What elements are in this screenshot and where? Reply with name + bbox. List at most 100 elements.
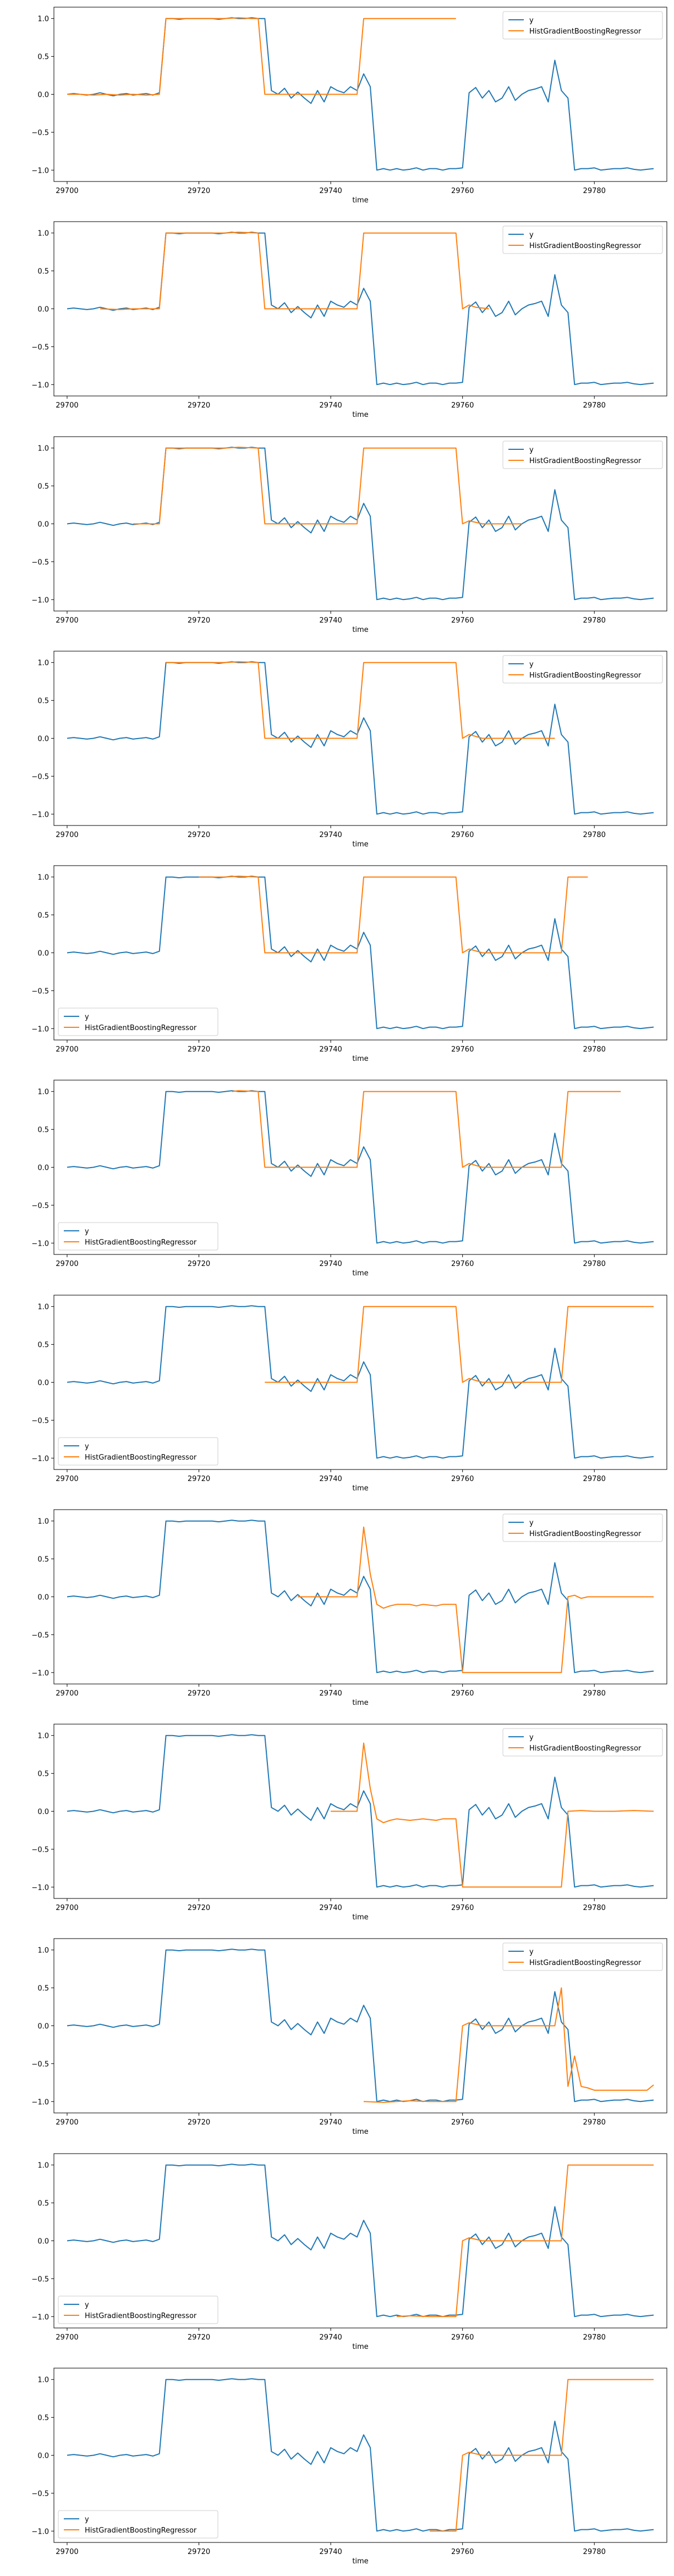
legend-box [502, 655, 663, 684]
legend-label-hist-gradient-boosting-regressor: HistGradientBoostingRegressor [529, 27, 642, 36]
legend-box [502, 225, 663, 254]
x-tick-label: 29720 [188, 617, 210, 625]
y-tick-label: −1.0 [31, 1884, 49, 1892]
y-tick-label: 0.5 [37, 1555, 49, 1564]
legend-box [58, 1008, 218, 1036]
x-axis-label: time [352, 1484, 368, 1493]
y-tick-label: 0.5 [37, 1985, 49, 1993]
legend-box [502, 441, 663, 469]
series-line-y [67, 1304, 654, 1458]
series-line-hist-gradient-boosting-regressor [232, 1090, 621, 1168]
legend: y HistGradientBoostingRegressor [502, 225, 663, 254]
legend: y HistGradientBoostingRegressor [502, 655, 663, 684]
legend-label-hist-gradient-boosting-regressor: HistGradientBoostingRegressor [529, 671, 642, 680]
legend: y HistGradientBoostingRegressor [58, 1437, 218, 1465]
x-axis-label: time [352, 2343, 368, 2351]
x-tick-label: 29720 [188, 2548, 210, 2556]
chart-panel-8: 29700 29720 29740 29760 29780 −1.0 −0.5 0.0 0.5 1… [31, 1509, 667, 1707]
x-tick-label: 29760 [451, 2548, 474, 2556]
chart-panel-10: 29700 29720 29740 29760 29780 −1.0 −0.5 0.0 0.5 1… [31, 1938, 667, 2136]
x-axis-label: time [352, 626, 368, 634]
y-tick-label: 1.0 [37, 2161, 49, 2170]
y-tick-label: −0.5 [31, 2061, 49, 2069]
legend-label-hist-gradient-boosting-regressor: HistGradientBoostingRegressor [85, 2312, 197, 2320]
legend-box [502, 1728, 663, 1757]
x-tick-label: 29700 [56, 1045, 78, 1054]
series-line-hist-gradient-boosting-regressor [298, 1526, 654, 1674]
series-line-y [67, 1948, 654, 2102]
x-tick-label: 29740 [319, 1260, 342, 1268]
x-tick-label: 29780 [583, 2118, 606, 2127]
y-tick-label: −1.0 [31, 382, 49, 390]
legend-box [58, 2510, 218, 2539]
legend-label-y: y [85, 2301, 89, 2309]
y-tick-label: −1.0 [31, 2528, 49, 2536]
x-tick-label: 29740 [319, 617, 342, 625]
x-tick-label: 29760 [451, 1904, 474, 1912]
x-tick-label: 29700 [56, 187, 78, 195]
x-axis-label: time [352, 2128, 368, 2136]
legend-box [502, 1513, 663, 1542]
legend: y HistGradientBoostingRegressor [58, 1222, 218, 1251]
chart-panel-3: 29700 29720 29740 29760 29780 −1.0 −0.5 0.0 0.5 1… [31, 436, 667, 634]
y-tick-label: 1.0 [37, 2376, 49, 2384]
chart-panel-2: 29700 29720 29740 29760 29780 −1.0 −0.5 0.0 0.5 1… [31, 221, 667, 419]
y-tick-label: 0.5 [37, 1341, 49, 1349]
chart-panel-4: 29700 29720 29740 29760 29780 −1.0 −0.5 0.0 0.5 1… [31, 651, 667, 849]
y-tick-label: −1.0 [31, 2099, 49, 2107]
chart-panel-6: 29700 29720 29740 29760 29780 −1.0 −0.5 0.0 0.5 1… [31, 1080, 667, 1278]
y-tick-label: 0.5 [37, 53, 49, 62]
x-tick-label: 29740 [319, 401, 342, 410]
y-tick-label: 0.0 [37, 2237, 49, 2245]
y-tick-label: 0.5 [37, 482, 49, 491]
x-tick-label: 29760 [451, 401, 474, 410]
y-tick-label: 1.0 [37, 1517, 49, 1526]
x-tick-label: 29760 [451, 1689, 474, 1698]
series-line-y [67, 876, 654, 1030]
x-tick-label: 29720 [188, 1689, 210, 1698]
y-tick-label: −0.5 [31, 558, 49, 566]
legend-label-y: y [529, 1733, 534, 1742]
y-tick-label: −0.5 [31, 1846, 49, 1854]
x-tick-label: 29760 [451, 2333, 474, 2342]
y-tick-label: 0.5 [37, 268, 49, 276]
x-axis-label: time [352, 840, 368, 849]
x-tick-label: 29780 [583, 1045, 606, 1054]
x-tick-label: 29760 [451, 617, 474, 625]
legend-box [502, 11, 663, 40]
y-tick-label: 1.0 [37, 874, 49, 882]
x-tick-label: 29700 [56, 401, 78, 410]
y-tick-label: −1.0 [31, 1025, 49, 1033]
series-line-hist-gradient-boosting-regressor [396, 2164, 654, 2317]
legend: y HistGradientBoostingRegressor [502, 441, 663, 469]
x-tick-label: 29760 [451, 1260, 474, 1268]
y-tick-label: 0.5 [37, 1126, 49, 1135]
legend-label-y: y [85, 1013, 89, 1021]
y-tick-label: 0.0 [37, 950, 49, 958]
x-tick-label: 29760 [451, 187, 474, 195]
x-tick-label: 29740 [319, 1045, 342, 1054]
series-line-hist-gradient-boosting-regressor [265, 1306, 654, 1383]
legend-label-y: y [529, 16, 534, 25]
x-tick-label: 29700 [56, 1475, 78, 1483]
legend-label-hist-gradient-boosting-regressor: HistGradientBoostingRegressor [529, 1530, 642, 1538]
x-axis-label: time [352, 196, 368, 205]
y-tick-label: 1.0 [37, 1303, 49, 1311]
x-tick-label: 29700 [56, 2333, 78, 2342]
legend-label-hist-gradient-boosting-regressor: HistGradientBoostingRegressor [85, 1239, 197, 1247]
y-tick-label: 0.0 [37, 1808, 49, 1817]
x-tick-label: 29700 [56, 831, 78, 839]
legend-box [58, 1222, 218, 1251]
y-tick-label: −0.5 [31, 1202, 49, 1210]
x-tick-label: 29700 [56, 1904, 78, 1912]
legend: y HistGradientBoostingRegressor [58, 2296, 218, 2324]
chart-panel-7: 29700 29720 29740 29760 29780 −1.0 −0.5 0.0 0.5 1… [31, 1295, 667, 1493]
chart-panel-9: 29700 29720 29740 29760 29780 −1.0 −0.5 0.0 0.5 1… [31, 1724, 667, 1922]
legend: y HistGradientBoostingRegressor [502, 1728, 663, 1757]
y-tick-label: 0.5 [37, 1770, 49, 1779]
legend-label-y: y [529, 1519, 534, 1527]
y-tick-label: −1.0 [31, 1240, 49, 1248]
y-tick-label: −1.0 [31, 167, 49, 175]
x-tick-label: 29780 [583, 1475, 606, 1483]
